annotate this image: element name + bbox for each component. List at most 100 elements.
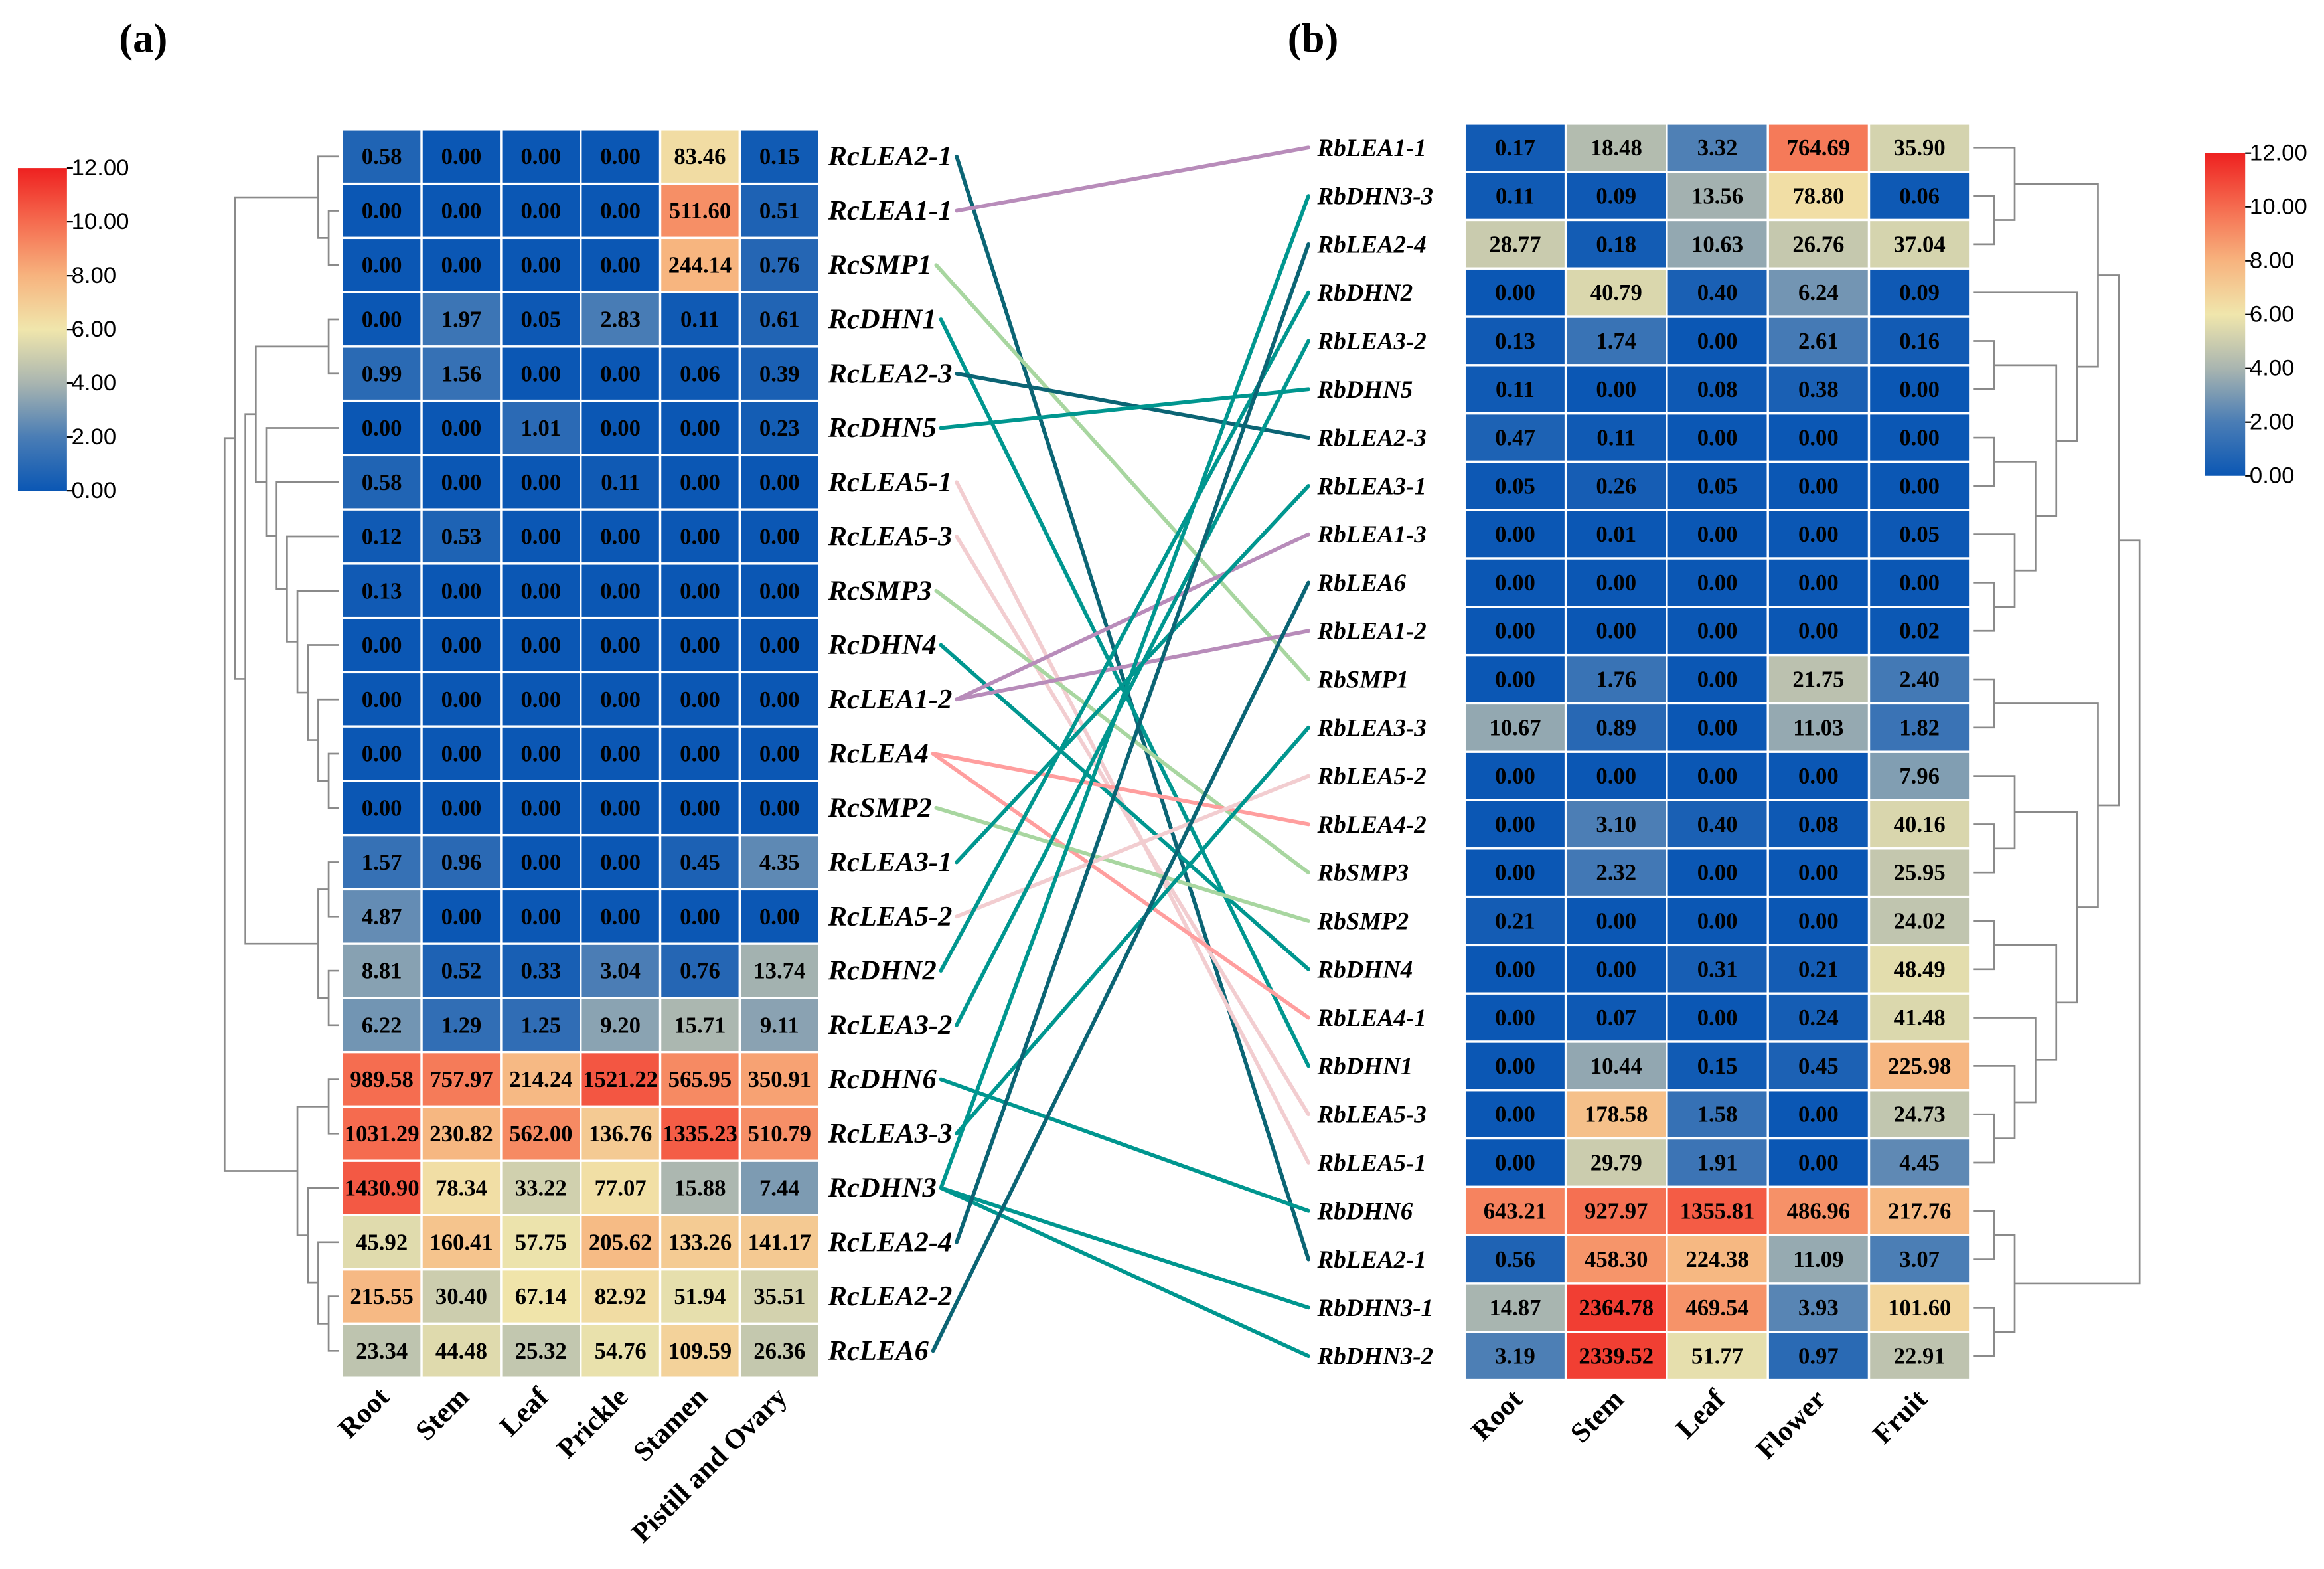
cell-value: 33.22	[515, 1175, 567, 1201]
cell-value: 1031.29	[345, 1121, 420, 1147]
cell-value: 0.00	[362, 632, 402, 658]
gene-label: RcLEA1-1	[828, 195, 953, 226]
gene-label: RbDHN1	[1317, 1052, 1413, 1080]
heatmap-cell	[500, 345, 582, 402]
synteny-link	[939, 387, 1311, 430]
column-label: Stem	[410, 1381, 475, 1446]
cell-value: 486.96	[1787, 1198, 1850, 1224]
cell-value: 9.11	[760, 1012, 799, 1038]
cell-value: 83.46	[674, 143, 726, 169]
cell-value: 0.00	[520, 632, 561, 658]
heatmap-cell	[580, 1214, 662, 1271]
heatmap-cell	[580, 454, 662, 511]
cell-value: 0.00	[680, 687, 720, 712]
synteny-link	[955, 242, 1311, 1244]
cell-value: 44.48	[435, 1338, 487, 1364]
cell-value: 35.90	[1894, 135, 1946, 161]
cell-value: 178.58	[1585, 1102, 1648, 1127]
heatmap-cell	[1867, 315, 1972, 367]
row-dendrogram-a	[223, 155, 339, 1352]
heatmap-cell	[1564, 992, 1668, 1043]
cell-value: 0.00	[362, 687, 402, 712]
gene-label: RcLEA3-1	[828, 847, 953, 878]
cell-value: 0.00	[1798, 1102, 1839, 1127]
heatmap-cell	[1666, 122, 1769, 173]
cell-value: 0.00	[680, 524, 720, 550]
cell-value: 757.97	[429, 1066, 493, 1092]
cell-value: 37.04	[1894, 231, 1946, 257]
legend-tick-label: 12.00	[2250, 141, 2307, 166]
dendrogram-branch	[317, 888, 329, 999]
synteny-link	[934, 805, 1311, 923]
cell-value: 0.00	[1697, 425, 1738, 451]
heatmap-cell	[1463, 460, 1567, 511]
cell-value: 0.00	[362, 252, 402, 278]
gene-label: RbLEA5-3	[1317, 1101, 1427, 1128]
heatmap-cell	[500, 1268, 582, 1325]
heatmap-cell	[1666, 750, 1769, 801]
cell-value: 0.00	[1596, 908, 1636, 934]
cell-value: 0.05	[520, 306, 561, 332]
heatmap-cell	[738, 236, 820, 293]
cell-value: 0.00	[441, 143, 482, 169]
gene-label: RcLEA2-1	[828, 141, 953, 172]
heatmap-cell	[738, 454, 820, 511]
heatmap-cell	[738, 182, 820, 240]
gene-label: RcDHN3	[828, 1173, 937, 1204]
cell-value: 0.00	[759, 904, 800, 930]
heatmap-cell	[738, 345, 820, 402]
cell-value: 214.24	[509, 1066, 572, 1092]
cell-value: 78.34	[435, 1175, 487, 1201]
cell-value: 45.92	[356, 1229, 408, 1255]
cell-value: 0.11	[1496, 376, 1535, 402]
cell-value: 0.00	[441, 469, 482, 495]
cell-value: 1.97	[441, 306, 482, 332]
heatmap-cell	[738, 888, 820, 945]
gene-label: RcLEA5-3	[828, 521, 953, 552]
cell-value: 136.76	[589, 1121, 652, 1147]
heatmap-cell	[1666, 992, 1769, 1043]
cell-value: 0.00	[520, 361, 561, 386]
heatmap-cell	[341, 291, 423, 348]
heatmap-cell	[500, 399, 582, 457]
dendrogram-branch	[1993, 944, 2058, 1061]
heatmap-cell	[1867, 412, 1972, 463]
cell-value: 0.05	[1899, 521, 1940, 547]
heatmap-cell	[1666, 315, 1769, 367]
column-label: Root	[1466, 1384, 1529, 1447]
heatmap-cell	[1766, 847, 1871, 898]
heatmap-cell	[580, 128, 662, 185]
cell-value: 41.48	[1894, 1005, 1946, 1031]
cell-value: 0.08	[1798, 811, 1839, 837]
dendrogram-branch	[1973, 678, 1995, 729]
cell-value: 0.13	[1495, 328, 1535, 354]
heatmap-cell	[1766, 315, 1871, 367]
cell-value: 0.00	[680, 632, 720, 658]
heatmap-cell	[500, 671, 582, 728]
heatmap-cell	[420, 997, 503, 1054]
cell-value: 2364.78	[1579, 1295, 1654, 1321]
cell-value: 2.83	[600, 306, 641, 332]
cell-value: 0.31	[1697, 956, 1738, 982]
cell-value: 0.00	[1697, 618, 1738, 644]
heatmap-cell	[1666, 944, 1769, 995]
cell-value: 0.00	[362, 415, 402, 441]
synteny-link	[931, 752, 1311, 827]
cell-value: 10.44	[1590, 1053, 1642, 1079]
cell-value: 3.32	[1697, 135, 1738, 161]
dendrogram-branch	[1973, 340, 1995, 390]
heatmap-cell	[1867, 847, 1972, 898]
cell-value: 1.01	[520, 415, 561, 441]
heatmap-cell	[500, 1322, 582, 1379]
synteny-link	[955, 339, 1311, 1027]
cell-value: 0.21	[1495, 908, 1535, 934]
cell-value: 0.00	[441, 687, 482, 712]
heatmap-cell	[420, 1322, 503, 1379]
cell-value: 0.99	[362, 361, 402, 386]
gene-label: RbLEA3-3	[1317, 714, 1427, 741]
heatmap-cell	[1766, 1089, 1871, 1140]
dendrogram-branch	[2015, 183, 2099, 368]
cell-value: 48.49	[1894, 956, 1946, 982]
cell-value: 511.60	[669, 198, 732, 224]
heatmap-cell	[500, 780, 582, 837]
